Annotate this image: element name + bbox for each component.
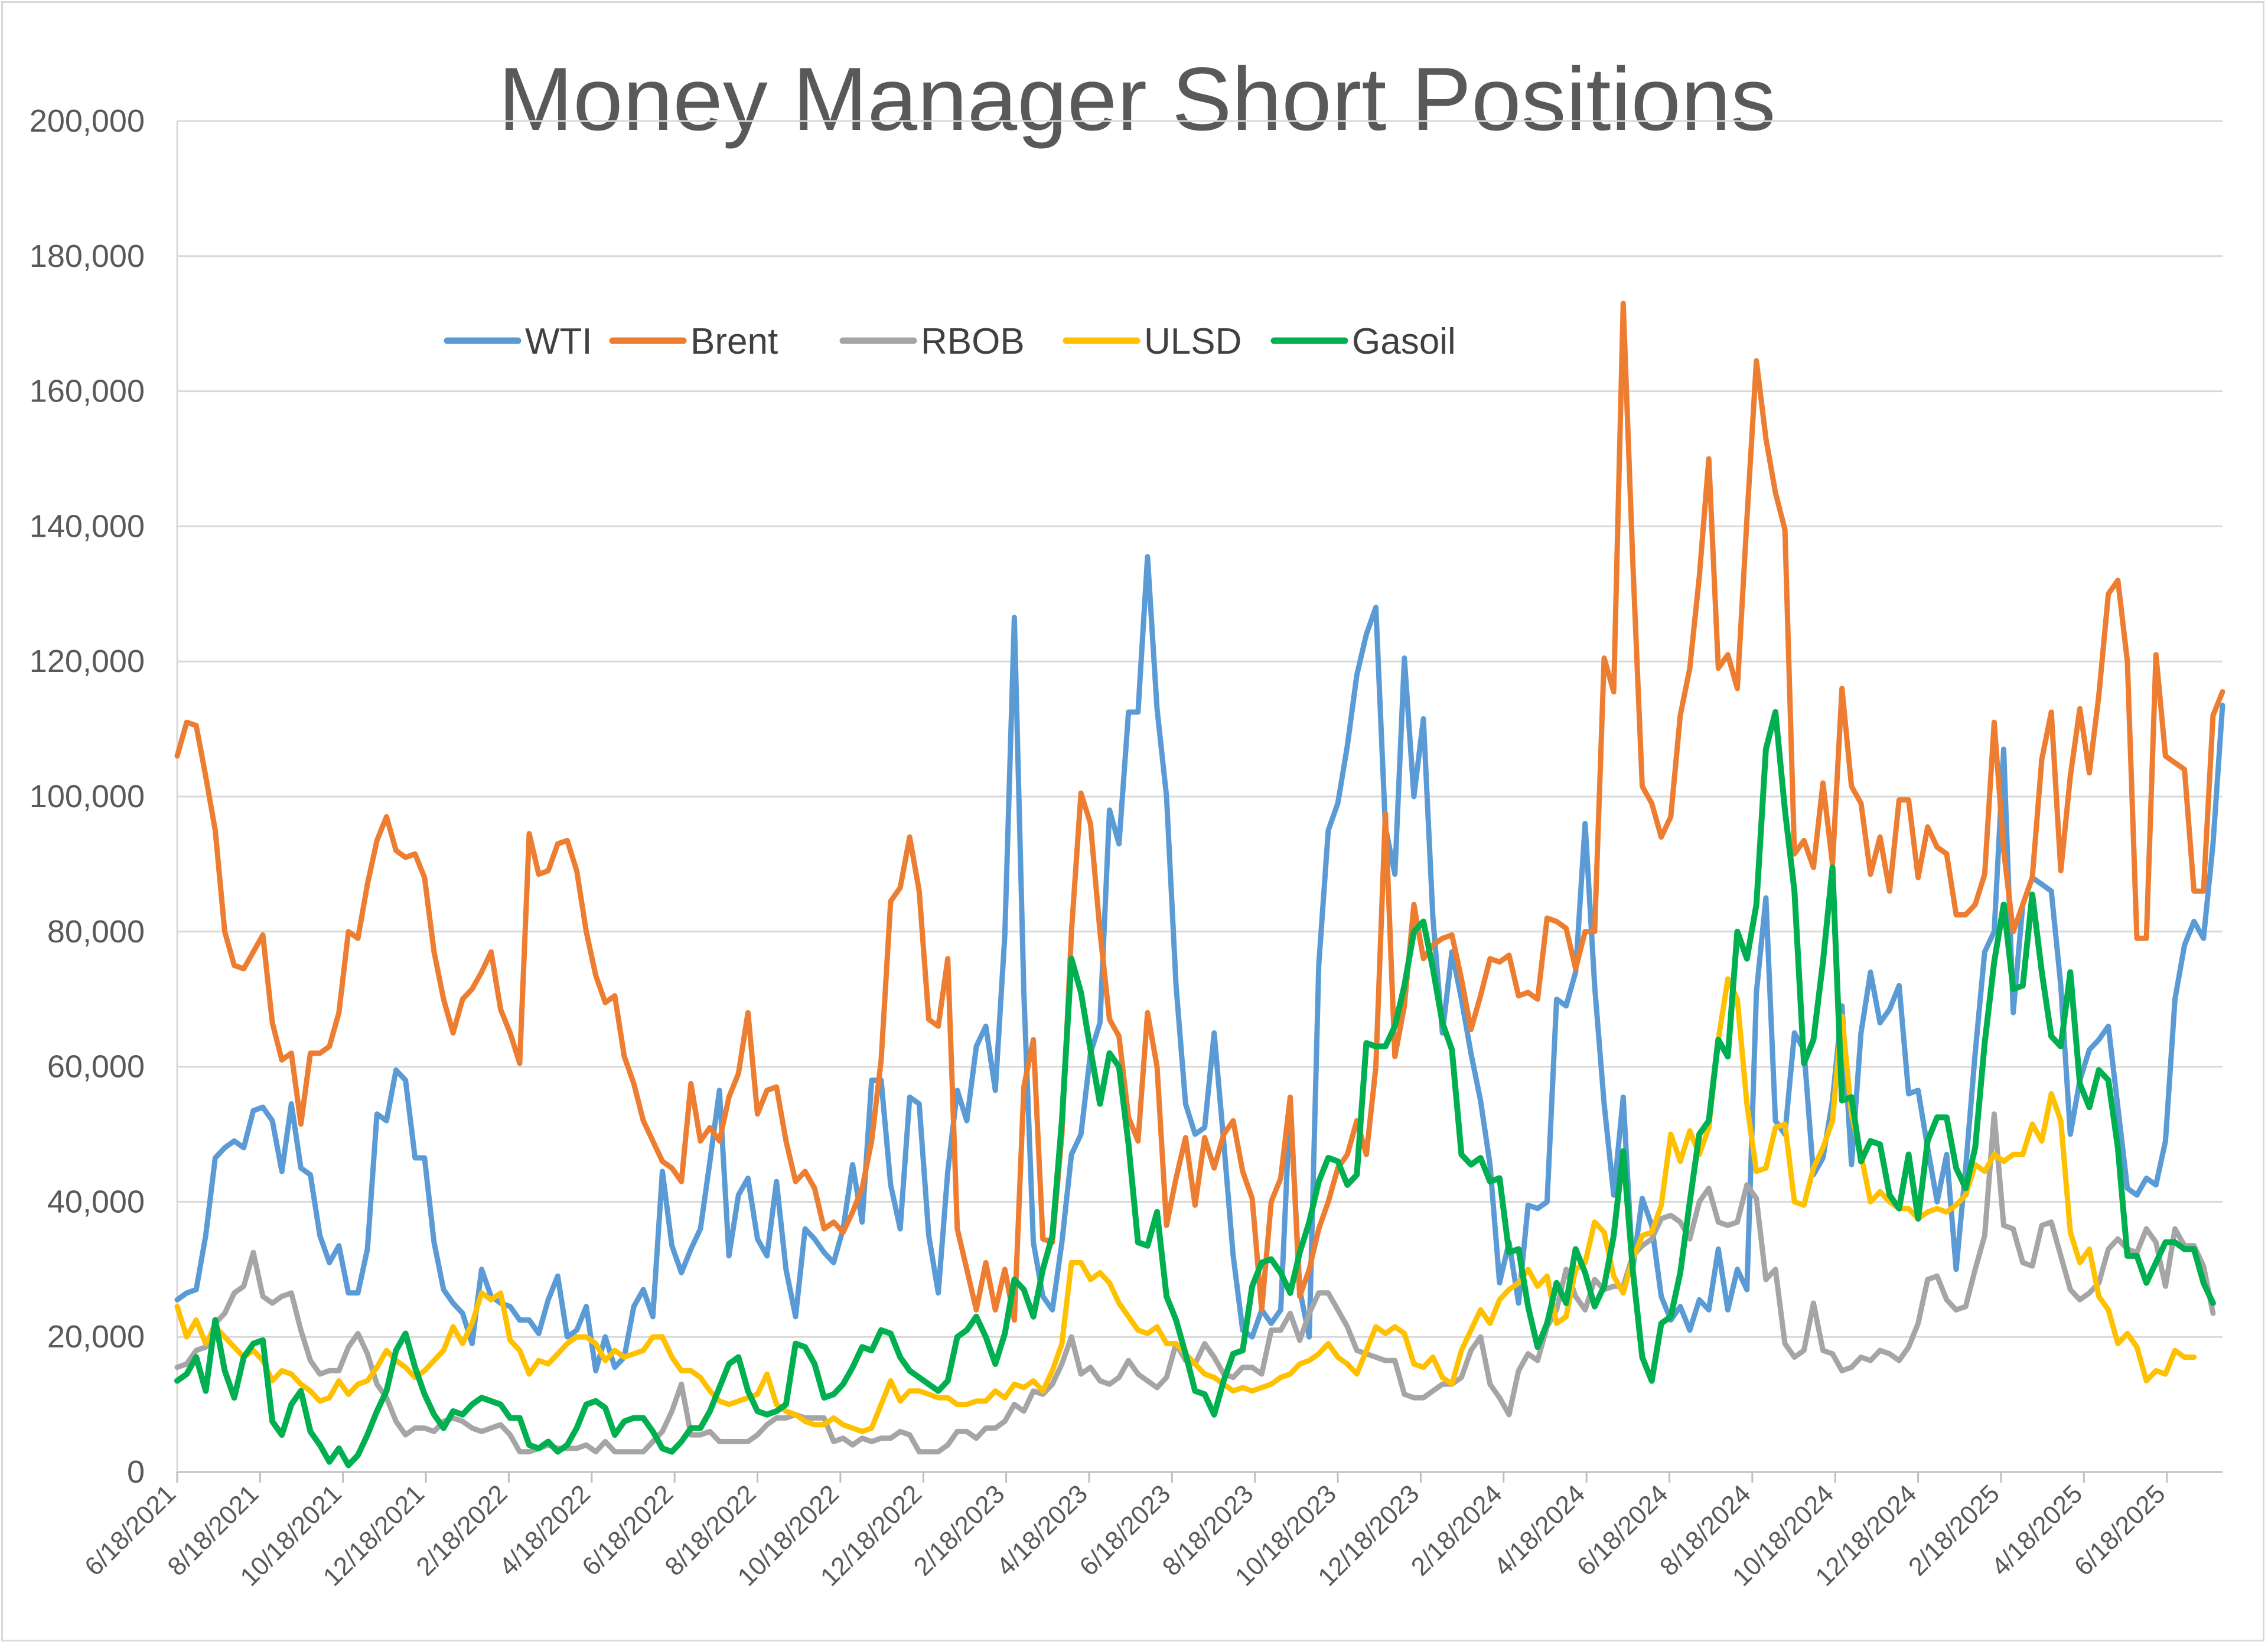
x-tick-label: 2/18/2025 bbox=[1903, 1479, 2005, 1581]
y-tick-label: 100,000 bbox=[30, 779, 145, 814]
x-axis-tick-labels: 6/18/20218/18/202110/18/202112/18/20212/… bbox=[79, 1472, 2171, 1592]
x-tick-label: 2/18/2024 bbox=[1406, 1479, 1508, 1581]
chart-title: Money Manager Short Positions bbox=[498, 49, 1776, 149]
legend-label-gasoil: Gasoil bbox=[1352, 321, 1456, 362]
x-tick-label: 2/18/2022 bbox=[410, 1479, 513, 1581]
series-lines bbox=[174, 301, 2225, 1468]
x-tick-label: 6/18/2024 bbox=[1572, 1479, 1674, 1581]
x-tick-label: 6/18/2021 bbox=[79, 1479, 181, 1581]
x-tick-label: 6/18/2022 bbox=[576, 1479, 679, 1581]
series-line-gasoil bbox=[174, 709, 2216, 1468]
x-tick-label: 2/18/2023 bbox=[908, 1479, 1011, 1581]
y-tick-label: 80,000 bbox=[47, 914, 145, 949]
y-tick-label: 20,000 bbox=[47, 1319, 145, 1354]
legend-label-brent: Brent bbox=[690, 321, 778, 362]
series-line-brent bbox=[174, 301, 2225, 1323]
legend-label-rbob: RBOB bbox=[921, 321, 1025, 362]
y-tick-label: 140,000 bbox=[30, 508, 145, 544]
x-tick-label: 4/18/2023 bbox=[991, 1479, 1093, 1581]
x-tick-label: 4/18/2022 bbox=[494, 1479, 596, 1581]
x-tick-label: 6/18/2025 bbox=[2069, 1479, 2171, 1581]
y-tick-label: 120,000 bbox=[30, 644, 145, 679]
x-tick-label: 6/18/2023 bbox=[1074, 1479, 1176, 1581]
y-axis-tick-labels: 0 20,000 40,000 60,000 80,000 100,000 120,000 1… bbox=[30, 103, 145, 1490]
y-tick-label: 160,000 bbox=[30, 374, 145, 409]
y-tick-label: 180,000 bbox=[30, 239, 145, 274]
y-tick-label: 60,000 bbox=[47, 1049, 145, 1085]
y-tick-label: 0 bbox=[127, 1454, 145, 1490]
money-manager-short-positions-chart: Money Manager Short Positions 0 20,000 40,… bbox=[30, 49, 2225, 1592]
series-line-wti bbox=[174, 554, 2225, 1373]
x-tick-label: 4/18/2024 bbox=[1488, 1479, 1591, 1581]
legend: WTI Brent RBOB ULSD Gasoil bbox=[444, 321, 1456, 362]
y-tick-label: 200,000 bbox=[30, 103, 145, 139]
x-tick-label: 4/18/2025 bbox=[1986, 1479, 2088, 1581]
gridlines bbox=[176, 120, 2223, 1473]
legend-label-ulsd: ULSD bbox=[1144, 321, 1241, 362]
y-tick-label: 40,000 bbox=[47, 1184, 145, 1219]
legend-label-wti: WTI bbox=[525, 321, 592, 362]
